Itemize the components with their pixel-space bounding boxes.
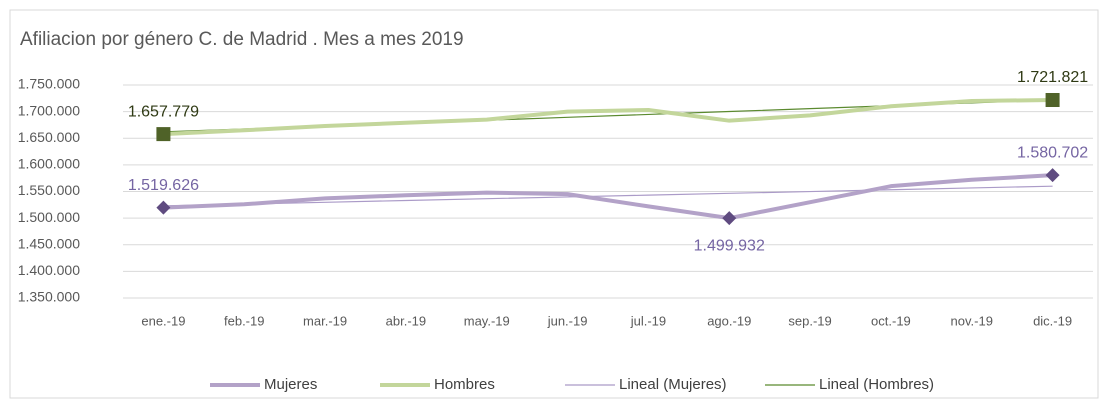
y-tick-label: 1.450.000 <box>18 235 80 251</box>
y-tick-label: 1.550.000 <box>18 182 80 198</box>
x-tick-label: ago.-19 <box>707 313 751 328</box>
y-tick-label: 1.750.000 <box>18 76 80 92</box>
data-label: 1.499.932 <box>694 237 765 254</box>
y-tick-label: 1.350.000 <box>18 289 80 305</box>
y-tick-label: 1.400.000 <box>18 262 80 278</box>
x-tick-label: dic.-19 <box>1033 313 1072 328</box>
x-tick-label: nov.-19 <box>951 313 993 328</box>
y-tick-label: 1.700.000 <box>18 102 80 118</box>
marker <box>1045 93 1060 108</box>
data-label: 1.519.626 <box>128 177 199 194</box>
x-tick-label: jul.-19 <box>630 313 666 328</box>
chart-frame <box>9 9 1099 399</box>
legend-label: Lineal (Mujeres) <box>619 376 727 393</box>
y-tick-label: 1.500.000 <box>18 209 80 225</box>
legend-label: Lineal (Hombres) <box>819 376 934 393</box>
y-tick-label: 1.600.000 <box>18 156 80 172</box>
x-tick-label: abr.-19 <box>386 313 426 328</box>
y-tick-label: 1.650.000 <box>18 129 80 145</box>
series-line <box>163 185 1053 207</box>
data-label: 1.580.702 <box>1017 144 1088 161</box>
marker <box>156 127 171 142</box>
marker <box>156 200 171 215</box>
title-box <box>12 22 564 56</box>
x-tick-label: sep.-19 <box>788 313 831 328</box>
series-line <box>163 98 1053 137</box>
data-label: 1.721.821 <box>1017 69 1088 86</box>
x-tick-label: oct.-19 <box>871 313 911 328</box>
x-tick-label: jun.-19 <box>547 313 588 328</box>
chart-title: Afiliacion por género C. de Madrid . Mes… <box>20 29 464 50</box>
legend-label: Hombres <box>434 376 495 393</box>
x-tick-label: feb.-19 <box>224 313 264 328</box>
data-label: 1.657.779 <box>128 103 199 120</box>
marker <box>1045 168 1060 183</box>
x-tick-label: ene.-19 <box>141 313 185 328</box>
x-tick-label: may.-19 <box>464 313 510 328</box>
legend-label: Mujeres <box>264 376 317 393</box>
x-tick-label: mar.-19 <box>303 313 347 328</box>
series-line <box>163 173 1053 221</box>
marker <box>722 211 737 226</box>
